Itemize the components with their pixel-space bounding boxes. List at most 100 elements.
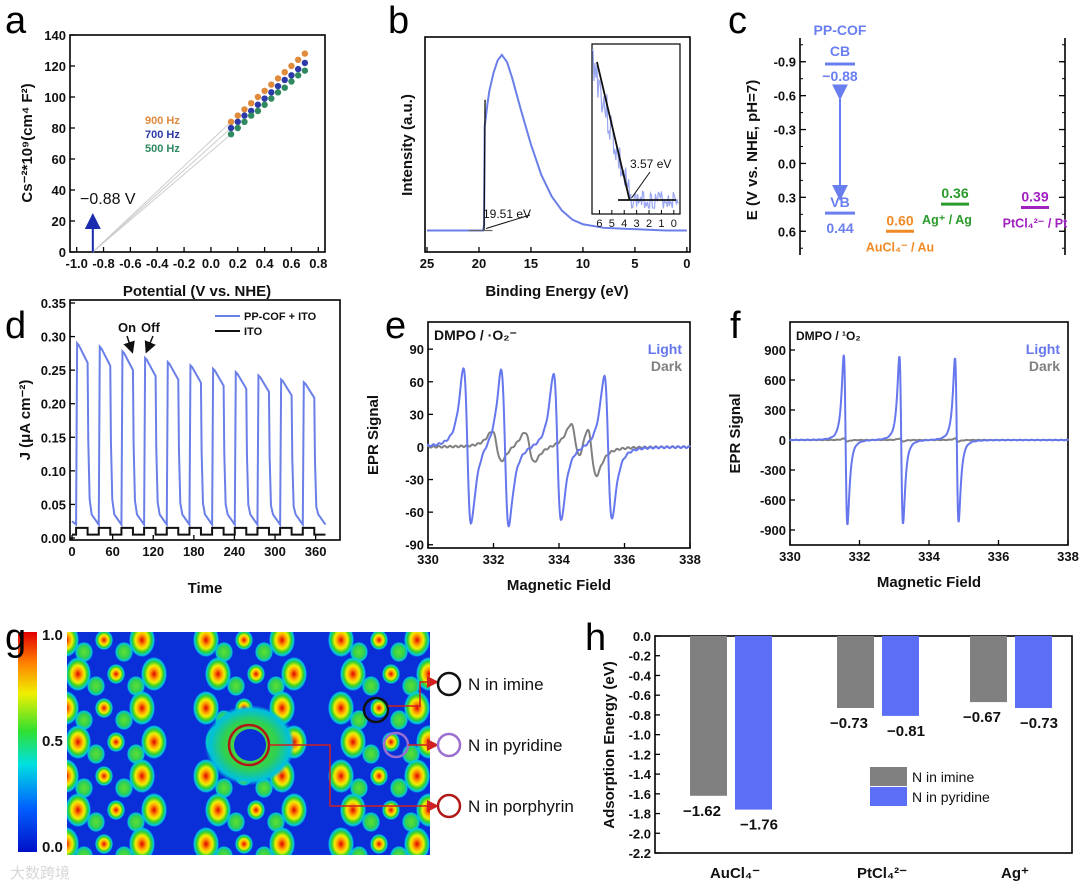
y-tick-label: 0.0 xyxy=(778,156,796,171)
y-tick-label: 60 xyxy=(410,375,424,390)
data-point xyxy=(254,107,262,115)
legend-label: Dark xyxy=(1029,358,1060,374)
category-label: PtCl₄²⁻ xyxy=(857,865,907,882)
series-line xyxy=(71,340,327,528)
map-blob xyxy=(107,800,125,820)
panel-label-f: f xyxy=(730,305,741,347)
legend-swatch xyxy=(870,767,907,786)
data-point xyxy=(227,118,235,126)
map-blob xyxy=(129,827,155,855)
map-blob xyxy=(75,778,93,798)
x-axis-label: Magnetic Field xyxy=(507,577,611,594)
legend-label: Light xyxy=(648,341,683,357)
x-tick-label: 330 xyxy=(417,552,439,567)
edge-annotation: 3.57 eV xyxy=(630,157,671,171)
y-tick-label: 300 xyxy=(764,403,786,418)
x-tick-label: 330 xyxy=(779,549,801,564)
x-tick-label: -0.6 xyxy=(119,256,141,271)
y-tick-label: 0.0 xyxy=(633,629,651,644)
map-blob xyxy=(404,759,430,793)
panel-label-d: d xyxy=(5,305,26,347)
level-name: PtCl₄²⁻ / Pt xyxy=(1003,217,1068,231)
x-tick-label: 338 xyxy=(679,552,701,567)
map-blob xyxy=(95,632,113,650)
x-tick-label: -1.0 xyxy=(66,256,88,271)
series-line xyxy=(72,526,326,536)
y-axis-label: EPR Signal xyxy=(365,395,382,475)
map-blob xyxy=(281,793,307,827)
y-axis-label: Intensity (a.u.) xyxy=(399,94,416,196)
y-tick-label: -1.0 xyxy=(629,728,651,743)
legend-label: ITO xyxy=(244,326,263,338)
y-tick-label: 90 xyxy=(410,342,424,357)
map-blob xyxy=(328,632,354,657)
legend-label: PP-COF + ITO xyxy=(244,311,317,323)
map-blob xyxy=(269,827,295,855)
data-point xyxy=(247,107,255,115)
map-blob xyxy=(328,691,354,725)
imine-pointer xyxy=(388,676,439,707)
data-point xyxy=(281,76,288,84)
legend-label: 500 Hz xyxy=(145,143,180,155)
map-blob xyxy=(247,800,265,820)
data-point xyxy=(234,124,241,132)
map-blob xyxy=(328,827,354,855)
panel-a: -1.0 -0.8 -0.6 -0.4 -0.2 0.0 0.2 0.4 0.6 0.8 0 20 40… xyxy=(19,28,327,300)
map-blob xyxy=(95,766,113,786)
level-name: CB xyxy=(830,43,850,59)
legend-swatch xyxy=(870,787,907,806)
data-point xyxy=(241,118,248,126)
legend-label: N in porphyrin xyxy=(468,797,574,816)
data-point xyxy=(261,87,268,95)
panel-e: 330 332 334 336 338 90 60 30 0 -30 -60 -90 Magnetic … xyxy=(365,321,701,594)
map-blob xyxy=(205,657,231,691)
y-axis-label: Adsorption Energy (eV) xyxy=(601,661,618,829)
y-tick-label: -30 xyxy=(405,473,424,488)
y-tick-label: 0 xyxy=(59,245,66,260)
map-blob xyxy=(129,691,155,725)
data-point xyxy=(301,59,309,67)
y-tick-label: -0.8 xyxy=(629,708,651,723)
y-tick-label: 120 xyxy=(44,59,66,74)
map-blob xyxy=(75,642,93,662)
bar-value-label: −0.81 xyxy=(887,723,925,740)
y-tick-label: -300 xyxy=(760,463,786,478)
map-blob xyxy=(362,812,380,832)
cutoff-pointer xyxy=(485,214,531,229)
map-blob xyxy=(390,778,408,798)
data-point xyxy=(241,112,248,119)
data-point xyxy=(268,81,275,88)
category-label: AuCl₄⁻ xyxy=(710,865,760,882)
map-blob xyxy=(127,676,145,696)
panel-label-a: a xyxy=(5,0,27,42)
data-point xyxy=(288,72,295,79)
x-tick-label: 332 xyxy=(849,549,871,564)
x-tick-label: 60 xyxy=(105,544,119,559)
map-blob xyxy=(127,812,145,832)
map-blob xyxy=(193,827,219,855)
x-tick-label: 25 xyxy=(420,256,434,271)
bar xyxy=(690,636,727,796)
x-axis-label: Potential (V vs. NHE) xyxy=(123,283,271,300)
panel-g: 1.0 0.5 0.0 N in imine N in pyridine N in por… xyxy=(18,627,574,856)
imine-marker xyxy=(362,696,390,724)
x-tick-label: 20 xyxy=(472,256,486,271)
map-blob xyxy=(67,725,91,759)
y-tick-label: -1.4 xyxy=(629,767,652,782)
map-blob xyxy=(370,632,388,650)
map-blob xyxy=(402,676,420,696)
off-arrow xyxy=(144,335,156,354)
map-blob xyxy=(215,642,233,662)
map-blob xyxy=(235,632,253,650)
map-blob xyxy=(269,632,295,657)
map-blob xyxy=(141,657,167,691)
y-tick-label: 0.3 xyxy=(778,190,796,205)
map-blob xyxy=(382,664,400,684)
level-value: 0.44 xyxy=(826,220,853,236)
y-axis-label: E (V vs. NHE, pH=7) xyxy=(744,80,761,220)
y-tick-label: 0.25 xyxy=(41,363,66,378)
edge-tangent xyxy=(596,61,631,201)
legend-marker xyxy=(436,732,462,758)
map-blob xyxy=(87,744,105,764)
data-point xyxy=(247,112,255,119)
